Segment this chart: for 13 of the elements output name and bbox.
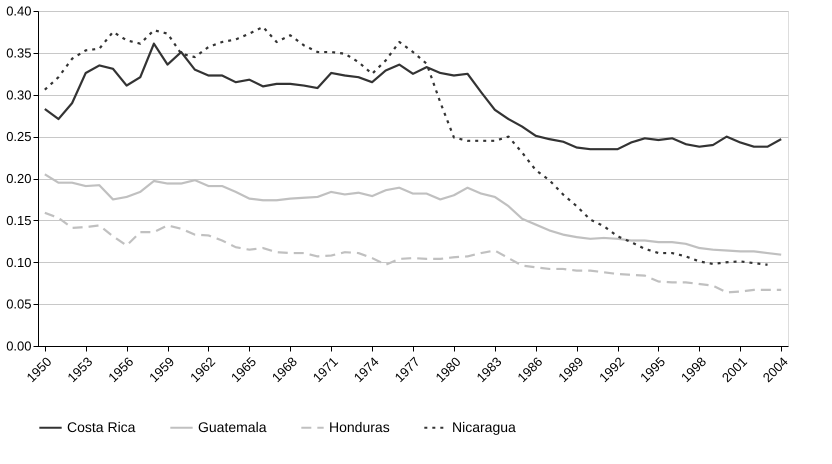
y-tick-label: 0.20 (6, 171, 32, 186)
y-tick-label: 0.00 (6, 338, 32, 354)
y-tick-label: 0.25 (6, 129, 32, 144)
y-tick-label: 0.30 (6, 87, 32, 102)
legend-label: Honduras (329, 418, 390, 435)
legend-label: Nicaragua (452, 418, 516, 435)
y-tick-label: 0.10 (6, 254, 32, 270)
y-tick-label: 0.15 (6, 212, 32, 228)
y-tick-label: 0.35 (6, 45, 32, 60)
legend-label: Guatemala (198, 418, 267, 435)
y-tick-label: 0.05 (6, 296, 32, 312)
legend-label: Costa Rica (67, 418, 136, 435)
y-tick-label: 0.40 (6, 4, 32, 18)
